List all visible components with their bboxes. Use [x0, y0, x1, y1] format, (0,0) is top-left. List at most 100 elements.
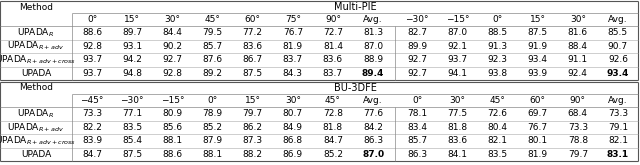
Text: 86.8: 86.8 [283, 136, 303, 145]
Text: 83.5: 83.5 [122, 123, 142, 132]
Text: 83.5: 83.5 [488, 150, 508, 159]
Text: 85.7: 85.7 [407, 136, 428, 145]
Text: 80.4: 80.4 [488, 123, 508, 132]
Text: UPADA: UPADA [21, 69, 51, 78]
Text: 84.4: 84.4 [163, 28, 182, 37]
Text: 72.8: 72.8 [323, 109, 343, 118]
Text: 72.7: 72.7 [323, 28, 343, 37]
Text: 82.7: 82.7 [407, 28, 428, 37]
Text: 91.3: 91.3 [488, 42, 508, 51]
Text: 15°: 15° [244, 96, 260, 105]
Text: 80.1: 80.1 [527, 136, 548, 145]
Text: 84.3: 84.3 [283, 69, 303, 78]
Text: 82.2: 82.2 [82, 123, 102, 132]
Text: 87.3: 87.3 [243, 136, 262, 145]
Text: UPADA$_R$: UPADA$_R$ [17, 27, 54, 39]
Text: 88.1: 88.1 [163, 136, 182, 145]
Text: 81.6: 81.6 [568, 28, 588, 37]
Text: 83.6: 83.6 [243, 42, 262, 51]
Text: 82.1: 82.1 [488, 136, 508, 145]
Text: 84.2: 84.2 [363, 123, 383, 132]
Text: 82.1: 82.1 [608, 136, 628, 145]
Text: 93.9: 93.9 [527, 69, 548, 78]
Text: 77.5: 77.5 [447, 109, 467, 118]
Text: 45°: 45° [325, 96, 341, 105]
Text: 93.1: 93.1 [122, 42, 142, 51]
Text: 0°: 0° [87, 15, 97, 24]
Text: 45°: 45° [205, 15, 220, 24]
Text: 89.7: 89.7 [122, 28, 142, 37]
Text: 73.3: 73.3 [82, 109, 102, 118]
Text: 87.5: 87.5 [243, 69, 262, 78]
Text: 92.6: 92.6 [608, 55, 628, 64]
Text: 87.0: 87.0 [362, 150, 384, 159]
Text: 86.3: 86.3 [363, 136, 383, 145]
Text: 84.7: 84.7 [82, 150, 102, 159]
Text: 93.7: 93.7 [82, 69, 102, 78]
Text: 80.7: 80.7 [283, 109, 303, 118]
Text: 30°: 30° [164, 15, 180, 24]
Text: 91.9: 91.9 [527, 42, 548, 51]
Text: 85.7: 85.7 [202, 42, 223, 51]
Text: 94.1: 94.1 [447, 69, 467, 78]
Text: 84.9: 84.9 [283, 123, 303, 132]
Text: 79.7: 79.7 [568, 150, 588, 159]
Text: 81.4: 81.4 [323, 42, 343, 51]
Text: Multi-PIE: Multi-PIE [333, 2, 376, 12]
Text: 81.9: 81.9 [527, 150, 548, 159]
Text: 85.4: 85.4 [122, 136, 142, 145]
Text: 79.1: 79.1 [608, 123, 628, 132]
Text: 92.7: 92.7 [407, 69, 428, 78]
Text: 88.6: 88.6 [82, 28, 102, 37]
Text: 86.9: 86.9 [283, 150, 303, 159]
Text: 85.2: 85.2 [202, 123, 223, 132]
Text: 77.2: 77.2 [243, 28, 262, 37]
Text: 84.7: 84.7 [323, 136, 343, 145]
Text: UPADA$_{R+adv}$: UPADA$_{R+adv}$ [8, 121, 65, 133]
Text: 72.6: 72.6 [488, 109, 508, 118]
Text: 30°: 30° [570, 15, 586, 24]
Text: 92.7: 92.7 [163, 55, 182, 64]
Text: 85.5: 85.5 [608, 28, 628, 37]
Text: 87.6: 87.6 [202, 55, 223, 64]
Text: 88.1: 88.1 [202, 150, 223, 159]
Text: 68.4: 68.4 [568, 109, 588, 118]
Text: 87.5: 87.5 [122, 150, 142, 159]
Text: 69.7: 69.7 [527, 109, 548, 118]
Text: 73.3: 73.3 [568, 123, 588, 132]
Text: 79.5: 79.5 [202, 28, 223, 37]
Text: 93.7: 93.7 [447, 55, 467, 64]
Text: 80.9: 80.9 [163, 109, 182, 118]
Text: 90°: 90° [325, 15, 341, 24]
Text: UPADA$_R$: UPADA$_R$ [17, 108, 54, 120]
Text: 88.6: 88.6 [163, 150, 182, 159]
Text: 81.9: 81.9 [283, 42, 303, 51]
Text: Avg.: Avg. [608, 15, 628, 24]
Text: Avg.: Avg. [364, 15, 383, 24]
Text: 88.4: 88.4 [568, 42, 588, 51]
Text: 83.4: 83.4 [407, 123, 428, 132]
Text: 15°: 15° [530, 15, 546, 24]
Text: 79.7: 79.7 [243, 109, 262, 118]
Text: 88.2: 88.2 [243, 150, 262, 159]
Text: 93.4: 93.4 [527, 55, 548, 64]
Text: 92.8: 92.8 [82, 42, 102, 51]
Text: 89.2: 89.2 [202, 69, 223, 78]
Text: 0°: 0° [207, 96, 218, 105]
Text: 60°: 60° [244, 15, 260, 24]
Text: 87.5: 87.5 [527, 28, 548, 37]
Text: 60°: 60° [530, 96, 546, 105]
Text: 87.0: 87.0 [363, 42, 383, 51]
Text: Method: Method [19, 2, 53, 12]
Text: 93.4: 93.4 [607, 69, 629, 78]
Text: −45°: −45° [81, 96, 104, 105]
Text: 76.7: 76.7 [527, 123, 548, 132]
Text: Method: Method [19, 83, 53, 93]
Text: 88.9: 88.9 [363, 55, 383, 64]
Text: 0°: 0° [492, 15, 502, 24]
Text: 91.1: 91.1 [568, 55, 588, 64]
Text: 90.2: 90.2 [163, 42, 182, 51]
Text: 0°: 0° [412, 96, 422, 105]
Text: 83.1: 83.1 [607, 150, 629, 159]
Text: −15°: −15° [445, 15, 469, 24]
